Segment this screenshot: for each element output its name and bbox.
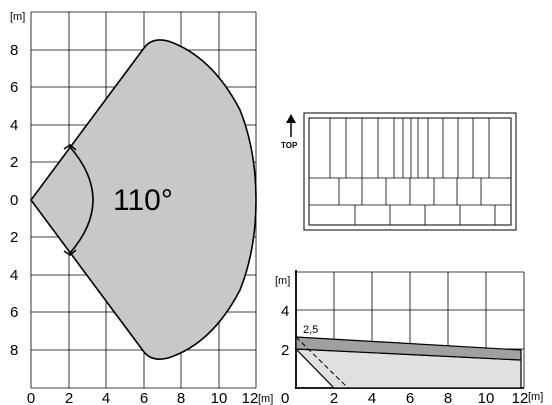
- x-tick: 10: [211, 390, 228, 405]
- orientation-panel: TOP: [281, 112, 517, 231]
- y-tick: 0: [281, 390, 289, 405]
- x-tick: 8: [444, 390, 452, 405]
- coverage-top-view: 110° [m] [m] 8 6 4 2 0 2 4 6 8 0 2 4 6 8…: [10, 11, 273, 405]
- x-tick: 6: [406, 390, 414, 405]
- angle-arc: [69, 146, 94, 254]
- up-arrow-icon: [286, 114, 296, 123]
- x-tick: 6: [140, 390, 148, 405]
- dashed-beam-line: [295, 336, 349, 389]
- upper-detection-beam: [295, 336, 522, 361]
- y-tick-labels: 8 6 4 2 0 2 4 6 8: [10, 42, 18, 359]
- side-view: 2,5 [m] [m] 4 2 0 2 4 6 8 10 12: [275, 270, 543, 405]
- panel-outer-frame: [303, 112, 517, 231]
- angle-label: 110°: [113, 184, 173, 217]
- coverage-area: [30, 39, 257, 360]
- x-unit-label: [m]: [258, 393, 273, 405]
- arc-arrow-top: [63, 144, 77, 151]
- y-tick: 6: [10, 304, 18, 321]
- x-tick: 0: [27, 390, 35, 405]
- top-label: TOP: [281, 141, 298, 150]
- arc-arrow-bottom: [63, 249, 77, 256]
- panel-inner-frame: [308, 117, 512, 226]
- y-tick: 8: [10, 42, 18, 59]
- y-tick: 4: [10, 117, 18, 134]
- x-tick: 12: [512, 390, 529, 405]
- y-unit-label: [m]: [10, 11, 25, 23]
- x-tick: 2: [330, 390, 338, 405]
- x-tick: 2: [65, 390, 73, 405]
- y-tick: 4: [10, 267, 18, 284]
- x-tick: 4: [368, 390, 376, 405]
- y-tick: 4: [281, 303, 289, 320]
- y-tick: 0: [10, 192, 18, 209]
- y-tick: 2: [10, 154, 18, 171]
- y-tick: 2: [10, 229, 18, 246]
- y-tick: 6: [10, 79, 18, 96]
- x-tick: 12: [242, 390, 259, 405]
- side-y-unit-label: [m]: [275, 275, 290, 287]
- x-tick: 10: [478, 390, 495, 405]
- y-tick: 8: [10, 342, 18, 359]
- x-tick-labels: 0 2 4 6 8 10 12: [27, 390, 259, 405]
- side-x-tick-labels: 2 4 6 8 10 12: [330, 390, 529, 405]
- side-y-tick-labels: 4 2 0: [281, 303, 289, 405]
- panel-segments: [309, 118, 511, 225]
- y-tick: 2: [281, 342, 289, 359]
- x-tick: 4: [102, 390, 110, 405]
- mount-height-label: 2,5: [303, 324, 318, 336]
- x-tick: 8: [177, 390, 185, 405]
- side-x-unit-label: [m]: [528, 391, 543, 403]
